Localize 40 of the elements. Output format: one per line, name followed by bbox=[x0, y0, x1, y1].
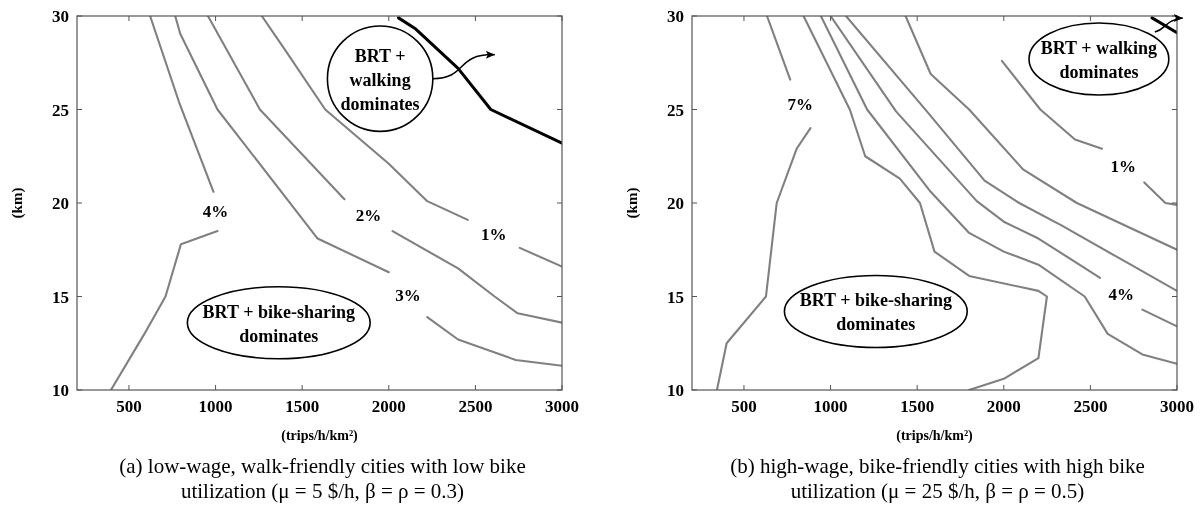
x-tick-label: 1000 bbox=[813, 397, 848, 416]
text: (b) high-wage, bike-friendly cities with high bike utilization (μ = 25 $/h, β = ρ = 0.5) bbox=[730, 454, 1145, 503]
x-axis-title: (trips/h/km²) bbox=[281, 428, 359, 444]
y-tick-label: 15 bbox=[52, 287, 69, 307]
series-label: 1% bbox=[1110, 156, 1136, 176]
y-tick-label: 20 bbox=[667, 194, 684, 213]
series-label: 4% bbox=[202, 202, 229, 222]
x-tick-label: 2000 bbox=[371, 397, 406, 416]
annotation: BRT + bike-sharing dominates bbox=[799, 290, 952, 335]
annotation: BRT + walking dominates bbox=[340, 45, 420, 114]
y-tick-label: 10 bbox=[52, 381, 69, 400]
y-tick-label: 25 bbox=[52, 100, 69, 120]
x-tick-label: 2500 bbox=[1073, 397, 1108, 416]
x-tick-label: 1000 bbox=[198, 397, 233, 416]
x-tick-label: 500 bbox=[116, 397, 142, 416]
x-tick-label: 3000 bbox=[545, 397, 579, 416]
y-tick-label: 15 bbox=[667, 287, 684, 307]
annotation: BRT + walking dominates bbox=[1040, 38, 1158, 83]
annotation: BRT + bike-sharing dominates bbox=[202, 301, 355, 346]
y-tick-label: 25 bbox=[667, 100, 684, 120]
series-label: 2% bbox=[355, 206, 382, 226]
x-tick-label: 3000 bbox=[1160, 397, 1194, 416]
x-tick-label: 2000 bbox=[986, 397, 1021, 416]
series-label: 3% bbox=[395, 285, 421, 305]
y-axis-title: (km) bbox=[624, 187, 641, 219]
x-axis-title: (trips/h/km²) bbox=[896, 428, 974, 444]
line-series bbox=[904, 16, 1177, 251]
x-tick-label: 2500 bbox=[458, 397, 493, 416]
series-label: 4% bbox=[1108, 284, 1134, 304]
y-tick-label: 10 bbox=[667, 381, 684, 400]
x-tick-label: 1500 bbox=[285, 397, 320, 416]
y-axis-title: (km) bbox=[9, 187, 26, 219]
x-tick-label: 500 bbox=[731, 397, 757, 416]
y-tick-label: 20 bbox=[52, 194, 69, 213]
text: (a) low-wage, walk-friendly cities with low bike utilization (μ = 5 $/h, β = ρ = 0.3) bbox=[119, 454, 526, 503]
x-tick-label: 1500 bbox=[900, 397, 935, 416]
series-label: 7% bbox=[787, 94, 814, 114]
y-tick-label: 30 bbox=[52, 7, 69, 26]
series-label: 1% bbox=[481, 224, 507, 244]
y-tick-label: 30 bbox=[667, 7, 684, 26]
